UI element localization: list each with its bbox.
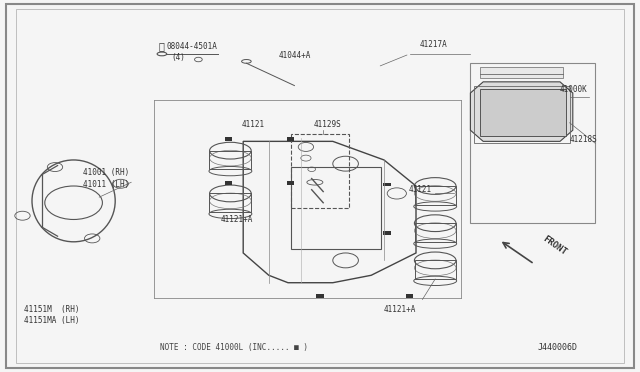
Bar: [291, 167, 381, 249]
Bar: [383, 183, 391, 186]
Text: 41044+A: 41044+A: [278, 51, 311, 60]
Text: 41121: 41121: [408, 185, 431, 194]
Bar: [383, 231, 391, 235]
Text: 41129S: 41129S: [314, 120, 341, 129]
Text: 08044-4501A: 08044-4501A: [166, 42, 217, 51]
Text: 41151MA (LH): 41151MA (LH): [24, 316, 80, 325]
Bar: [474, 86, 570, 143]
Bar: [415, 186, 456, 205]
Text: 41121+A: 41121+A: [384, 305, 417, 314]
Bar: [415, 223, 456, 242]
Bar: [287, 181, 294, 185]
Bar: [480, 89, 566, 136]
Bar: [406, 294, 413, 298]
Bar: [480, 67, 563, 78]
Text: 41217A: 41217A: [419, 40, 447, 49]
Text: NOTE : CODE 41000L (INC..... ■ ): NOTE : CODE 41000L (INC..... ■ ): [160, 343, 308, 352]
Text: FRONT: FRONT: [541, 234, 568, 257]
Text: 41121+A: 41121+A: [221, 215, 253, 224]
Bar: [209, 193, 251, 212]
Text: 41121: 41121: [242, 120, 265, 129]
Bar: [225, 181, 232, 185]
Text: J440006D: J440006D: [538, 343, 578, 352]
Polygon shape: [470, 82, 573, 141]
Bar: [225, 137, 232, 141]
Text: Ⓑ: Ⓑ: [159, 42, 165, 51]
Bar: [287, 137, 294, 141]
Text: (4): (4): [172, 53, 186, 62]
Bar: [291, 134, 349, 208]
Text: 41011 (LH): 41011 (LH): [83, 180, 129, 189]
Text: 41000K: 41000K: [560, 85, 588, 94]
Text: 41151M  (RH): 41151M (RH): [24, 305, 80, 314]
Text: 41218S: 41218S: [570, 135, 597, 144]
Text: 41001 (RH): 41001 (RH): [83, 169, 129, 177]
Bar: [470, 63, 595, 223]
Bar: [415, 260, 456, 279]
Bar: [209, 151, 251, 169]
Bar: [316, 294, 324, 298]
